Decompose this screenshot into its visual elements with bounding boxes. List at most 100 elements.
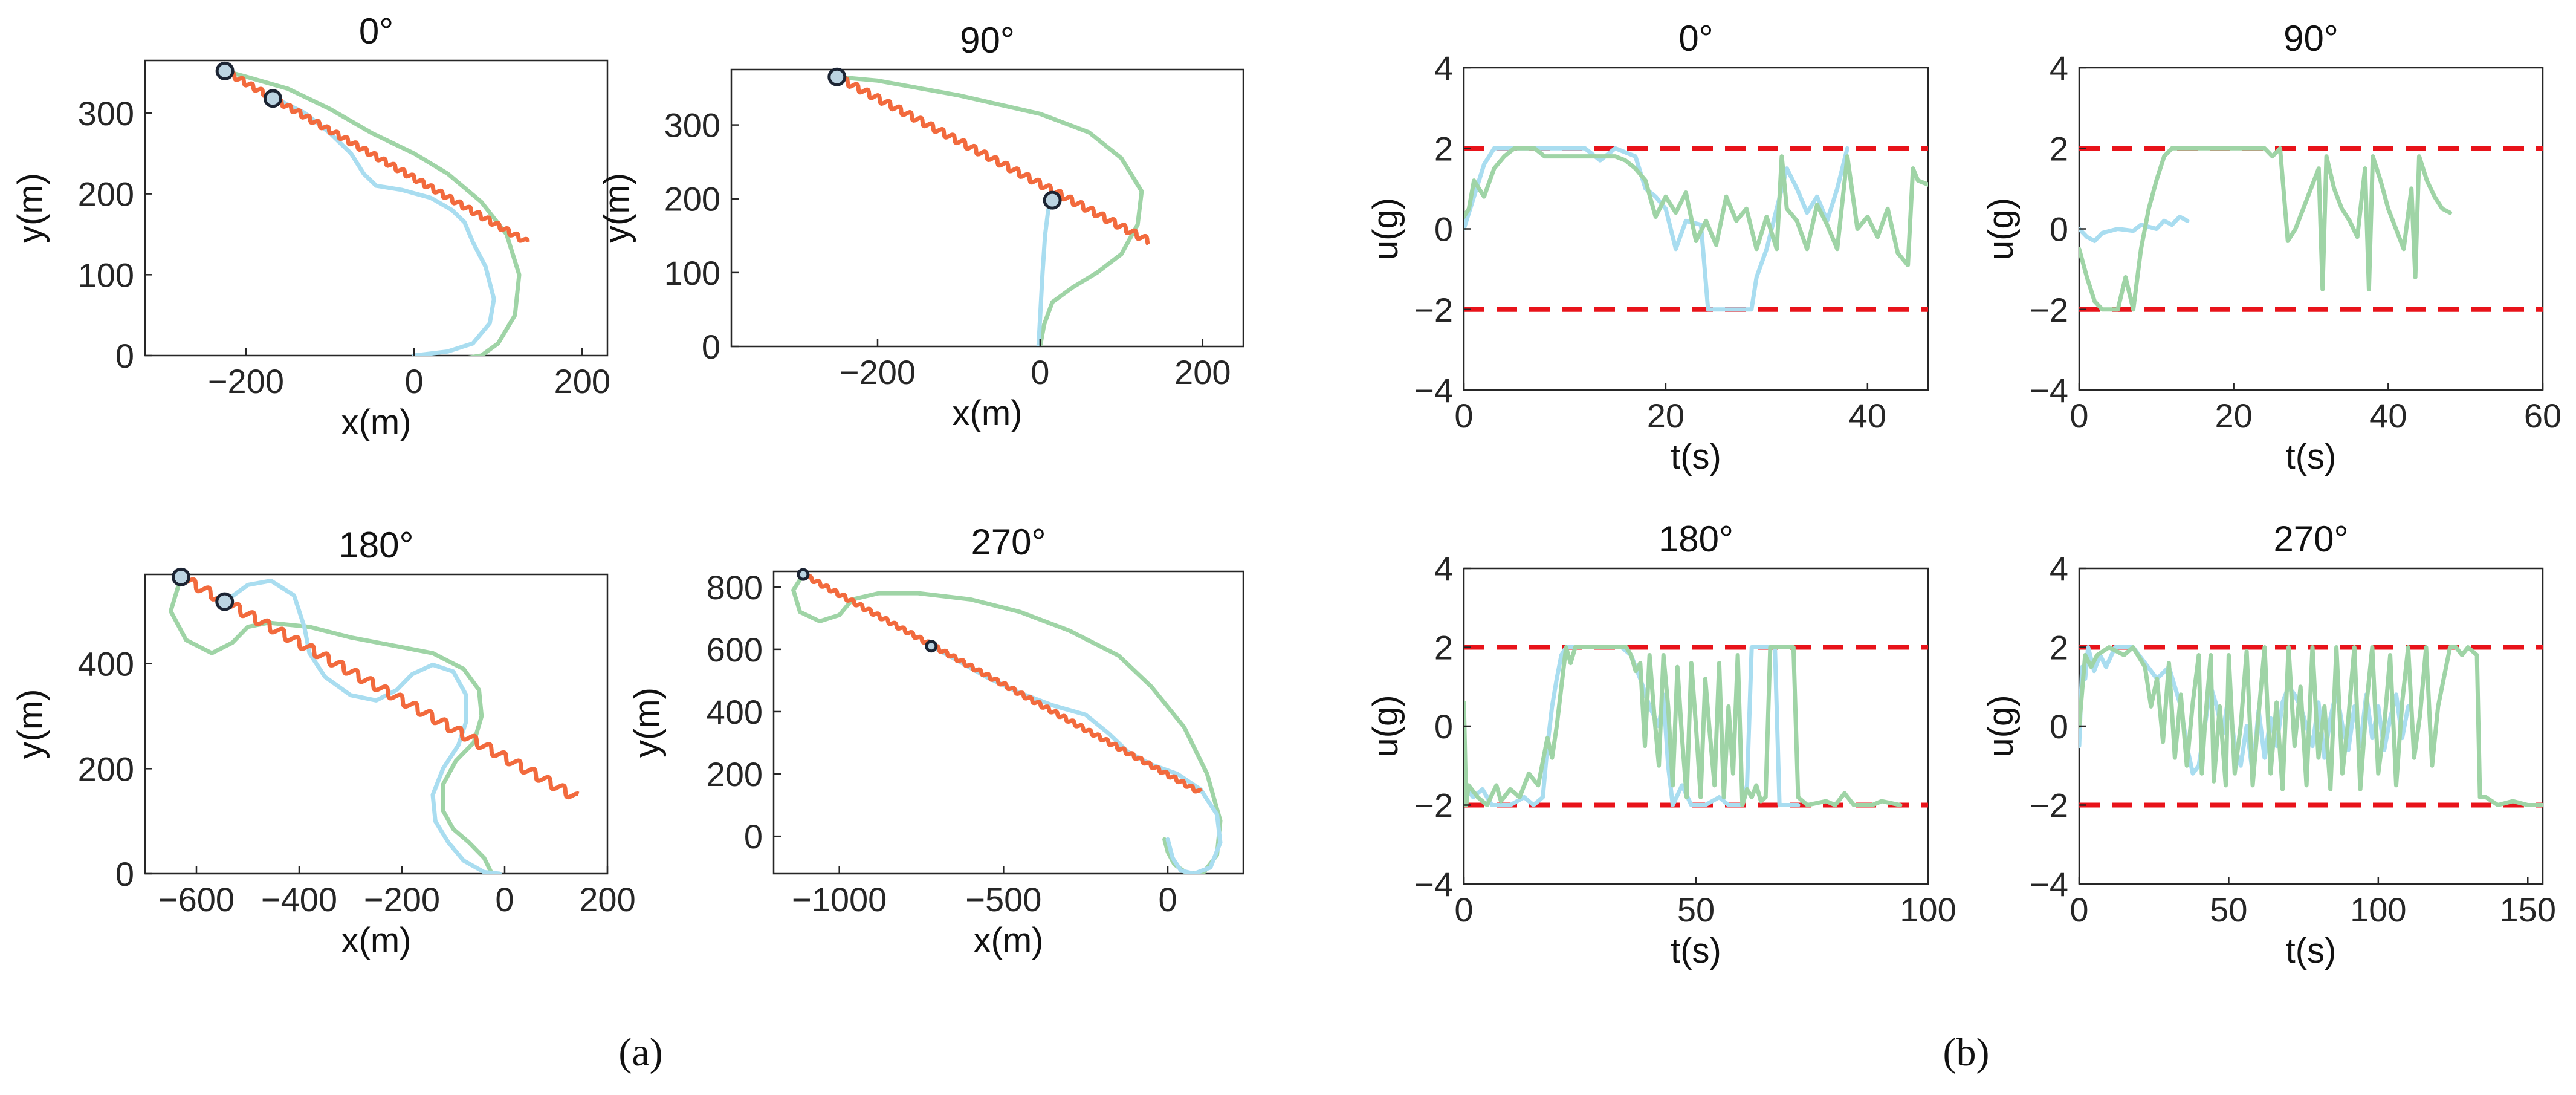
x-tick-label: −500 [965,880,1041,918]
x-axis-label: x(m) [341,403,412,442]
y-tick-label: 300 [664,106,720,145]
x-tick-label: 0 [1454,891,1473,929]
x-axis-label: t(s) [2286,931,2337,970]
chart-b180: 0 50 100 −4 −2 0 2 4 180° t(s) u(g) [1366,519,1956,970]
x-tick-label: 0 [495,880,514,918]
plot-area [1464,146,1928,312]
chart-title: 90° [960,20,1015,60]
x-tick-label: 0 [1158,880,1177,918]
y-tick-label: −2 [1414,787,1453,825]
series-blue [273,96,496,356]
marker-0 [827,67,847,86]
chart-a0: −200 0 200 0 100 200 300 0° x(m) y(m) [11,11,610,442]
panel-label-a: (a) [618,1030,662,1074]
chart-title: 0° [1678,18,1713,59]
y-tick-label: 2 [2050,129,2068,167]
y-tick-label: 4 [2050,550,2068,588]
chart-title: 180° [1659,519,1733,559]
chart-title: 270° [971,522,1046,562]
plot-area [2079,645,2543,808]
series-blue [222,578,502,874]
y-tick-label: −4 [2030,371,2068,409]
chart-title: 0° [359,11,393,51]
x-axis-label: t(s) [1671,931,1721,970]
y-tick-label: 0 [115,855,134,893]
y-tick-label: 300 [78,94,134,132]
chart-a270: −1000 −500 0 0 200 400 600 800 270° x(m) y(m) [627,522,1244,960]
y-tick-label: 200 [664,180,720,218]
y-tick-label: 0 [1434,210,1453,249]
y-tick-label: −4 [1414,371,1453,409]
y-tick-label: 0 [2050,210,2068,249]
marker-0 [797,568,810,581]
x-tick-label: 40 [2369,397,2407,435]
series-green [222,68,522,356]
y-tick-label: 400 [707,693,763,731]
x-tick-label: 20 [1647,397,1684,435]
x-tick-label: 0 [405,362,424,400]
y-axis-label: y(m) [11,173,50,243]
marker-1 [1043,190,1062,210]
y-tick-label: 0 [744,817,763,856]
y-tick-label: 2 [1434,629,1453,667]
x-tick-label: −200 [208,362,284,400]
x-tick-label: 100 [2350,891,2406,929]
plot-area [2079,146,2543,312]
x-tick-label: 20 [2215,397,2253,435]
x-axis-label: x(m) [341,921,412,960]
marker-0 [215,61,235,80]
y-tick-label: 2 [1434,129,1453,167]
y-tick-label: 600 [707,631,763,669]
chart-title: 270° [2273,519,2348,559]
y-tick-label: 400 [78,645,134,683]
panel-label-b: (b) [1943,1030,1990,1074]
y-tick-label: −2 [1414,291,1453,329]
x-tick-label: −200 [364,880,440,918]
axes-frame [144,59,609,357]
y-tick-label: 800 [707,568,763,606]
y-tick-label: 0 [2050,707,2068,746]
chart-a90: −200 0 200 0 100 200 300 90° x(m) y(m) [597,20,1244,433]
y-tick-label: 200 [78,175,134,213]
axes-frame [1463,67,1929,391]
y-axis-label: y(m) [627,687,667,758]
y-tick-label: 0 [1434,707,1453,746]
x-tick-label: 0 [2070,891,2088,929]
chart-title: 180° [338,525,413,565]
y-axis-label: u(g) [1981,695,2021,757]
x-axis-label: t(s) [1671,437,1721,476]
series-blue [2079,215,2190,243]
plot-area [1464,645,1928,808]
plot-area [169,574,580,874]
x-tick-label: 40 [1849,397,1886,435]
series-green [1464,146,1928,267]
x-tick-label: 0 [1454,397,1473,435]
x-tick-label: 200 [1174,353,1231,391]
x-tick-label: 60 [2524,397,2561,435]
series-orange [801,574,1203,794]
series-green [2079,645,2543,807]
y-tick-label: −2 [2030,787,2068,825]
x-tick-label: −1000 [792,880,887,918]
y-axis-label: u(g) [1366,695,1405,757]
series-orange [179,577,580,800]
x-tick-label: −200 [840,353,916,391]
marker-1 [215,592,235,611]
y-tick-label: 4 [1434,550,1453,588]
plot-area [791,572,1223,874]
marker-1 [263,89,282,108]
series-green [835,74,1144,346]
x-tick-label: 50 [2210,891,2247,929]
x-tick-label: 200 [579,880,635,918]
series-green [2079,146,2453,312]
y-tick-label: 2 [2050,629,2068,667]
x-tick-label: 0 [2070,397,2088,435]
series-green [169,574,494,874]
x-tick-label: 200 [554,362,610,400]
x-tick-label: 100 [1900,891,1956,929]
y-axis-label: y(m) [597,173,636,243]
x-tick-label: 150 [2500,891,2556,929]
y-tick-label: −4 [2030,865,2068,903]
x-tick-label: −600 [158,880,235,918]
